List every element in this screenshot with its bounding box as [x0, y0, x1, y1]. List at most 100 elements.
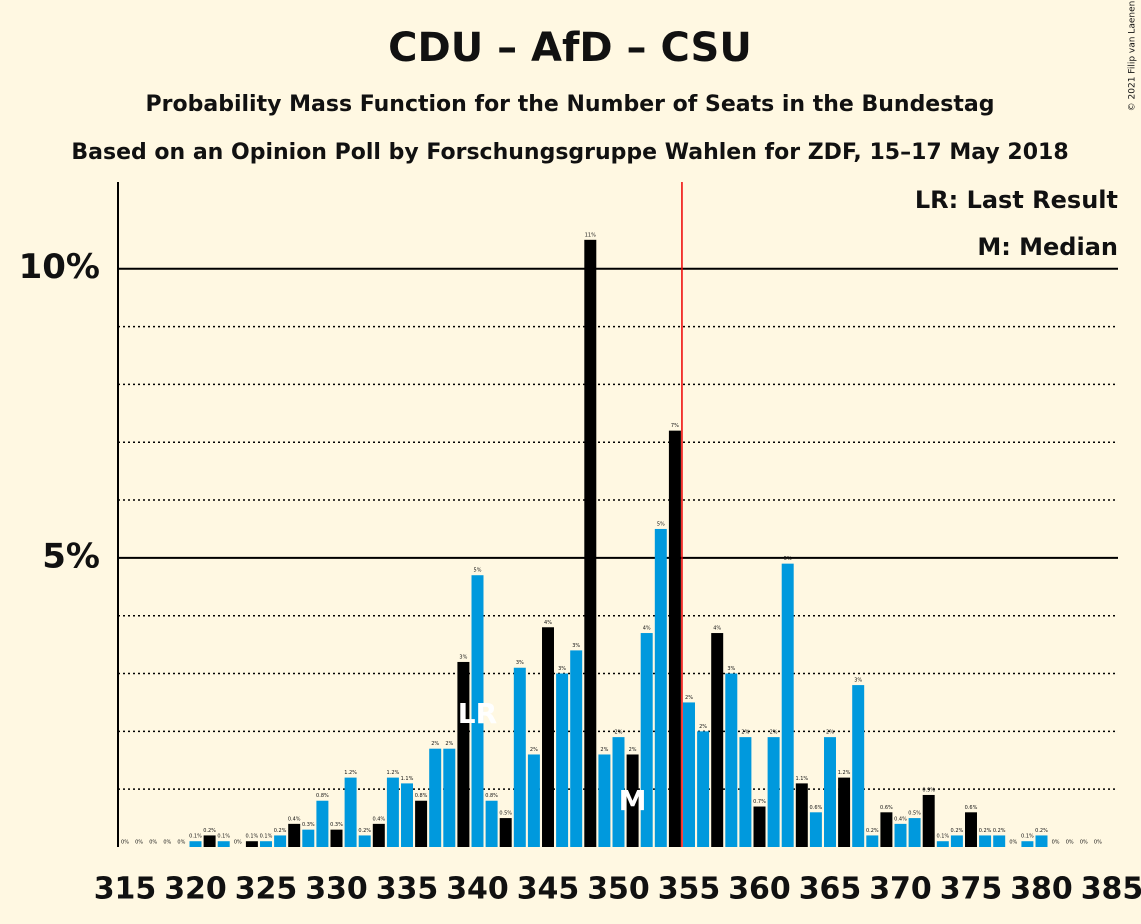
bar [344, 777, 357, 847]
value-label: 5% [474, 568, 482, 574]
x-tick-label: 330 [305, 872, 368, 907]
value-label: 1.2% [344, 770, 357, 776]
value-label: 3% [572, 643, 580, 649]
value-label: 0% [1066, 840, 1074, 846]
x-tick-label: 355 [658, 872, 721, 907]
value-label: 0.8% [485, 793, 498, 799]
bar [499, 818, 512, 847]
value-label: 1.2% [838, 770, 851, 776]
value-label: 0.4% [894, 816, 907, 822]
x-tick-label: 365 [799, 872, 862, 907]
bar [852, 685, 865, 847]
bar [316, 800, 329, 847]
bar [739, 737, 752, 847]
value-label: 3% [727, 666, 735, 672]
bar [386, 777, 399, 847]
bar [824, 737, 836, 847]
bar [654, 528, 667, 847]
bar [809, 812, 822, 847]
bar [302, 829, 315, 847]
value-label: 0.7% [753, 799, 766, 805]
chart-title: CDU – AfD – CSU [388, 25, 752, 71]
x-tick-label: 375 [940, 872, 1003, 907]
value-label: 4% [643, 626, 651, 632]
value-label: 0.1% [189, 834, 202, 840]
bar [415, 800, 428, 847]
y-tick-label: 10% [19, 247, 100, 287]
value-label: 2% [770, 730, 778, 736]
value-label: 2% [530, 747, 538, 753]
bar [894, 823, 907, 847]
value-label: 0% [1094, 840, 1102, 846]
copyright: © 2021 Filip van Laenen [1128, 1, 1138, 112]
bar [542, 627, 554, 847]
value-label: 0% [1052, 840, 1060, 846]
value-label: 0.8% [415, 793, 428, 799]
bar [612, 737, 625, 847]
value-label: 2% [741, 730, 749, 736]
bar [189, 841, 202, 847]
value-label: 3% [854, 678, 862, 684]
value-label: 0.2% [866, 828, 879, 834]
value-label: 0% [121, 840, 129, 846]
value-label: 0.2% [979, 828, 992, 834]
bar [795, 783, 808, 847]
bar [401, 783, 413, 847]
bar [485, 800, 498, 847]
legend-entry: LR: Last Result [915, 186, 1118, 214]
bar [513, 667, 526, 847]
subtitle: Probability Mass Function for the Number… [146, 92, 995, 117]
value-label: 0% [163, 840, 171, 846]
bar [697, 731, 710, 847]
legend-entry: M: Median [977, 233, 1118, 261]
x-tick-label: 345 [517, 872, 580, 907]
value-label: 2% [699, 724, 707, 730]
value-label: 0.2% [1035, 828, 1048, 834]
bar [711, 633, 724, 847]
bar [203, 835, 216, 847]
bar [330, 829, 343, 847]
value-label: 0.2% [358, 828, 371, 834]
value-label: 0.4% [372, 816, 385, 822]
value-label: 7% [671, 423, 679, 429]
bar [979, 835, 992, 847]
value-label: 1.2% [387, 770, 400, 776]
value-label: 0% [135, 840, 143, 846]
value-label: 3% [459, 654, 467, 660]
value-label: 0.1% [217, 834, 230, 840]
x-tick-label: 370 [869, 872, 932, 907]
value-label: 0.9% [922, 787, 935, 793]
value-label: 0% [1080, 840, 1088, 846]
value-label: 0.6% [880, 805, 893, 811]
bar [429, 748, 442, 847]
value-label: 4% [544, 620, 552, 626]
y-tick-label: 5% [42, 536, 100, 576]
value-label: 2% [431, 741, 439, 747]
bar [950, 835, 963, 847]
bar [640, 633, 653, 847]
x-tick-label: 315 [94, 872, 157, 907]
value-label: 0% [149, 840, 157, 846]
value-label: 3% [558, 666, 566, 672]
x-tick-label: 320 [164, 872, 227, 907]
value-label: 0% [1009, 840, 1017, 846]
bar [457, 661, 470, 847]
bar [725, 673, 738, 847]
bar [570, 650, 583, 847]
bar [866, 835, 879, 847]
bar [1021, 841, 1034, 847]
bar [936, 841, 949, 847]
value-label: 0.3% [302, 822, 315, 828]
value-label: 2% [615, 730, 623, 736]
bar [781, 563, 794, 847]
value-label: 5% [784, 556, 792, 562]
bar [274, 835, 287, 847]
bar [767, 737, 780, 847]
bar [217, 841, 230, 847]
bar [443, 748, 456, 847]
marker-label: LR [458, 697, 497, 730]
x-tick-label: 385 [1081, 872, 1141, 907]
value-label: 3% [516, 660, 524, 666]
x-tick-label: 380 [1010, 872, 1073, 907]
